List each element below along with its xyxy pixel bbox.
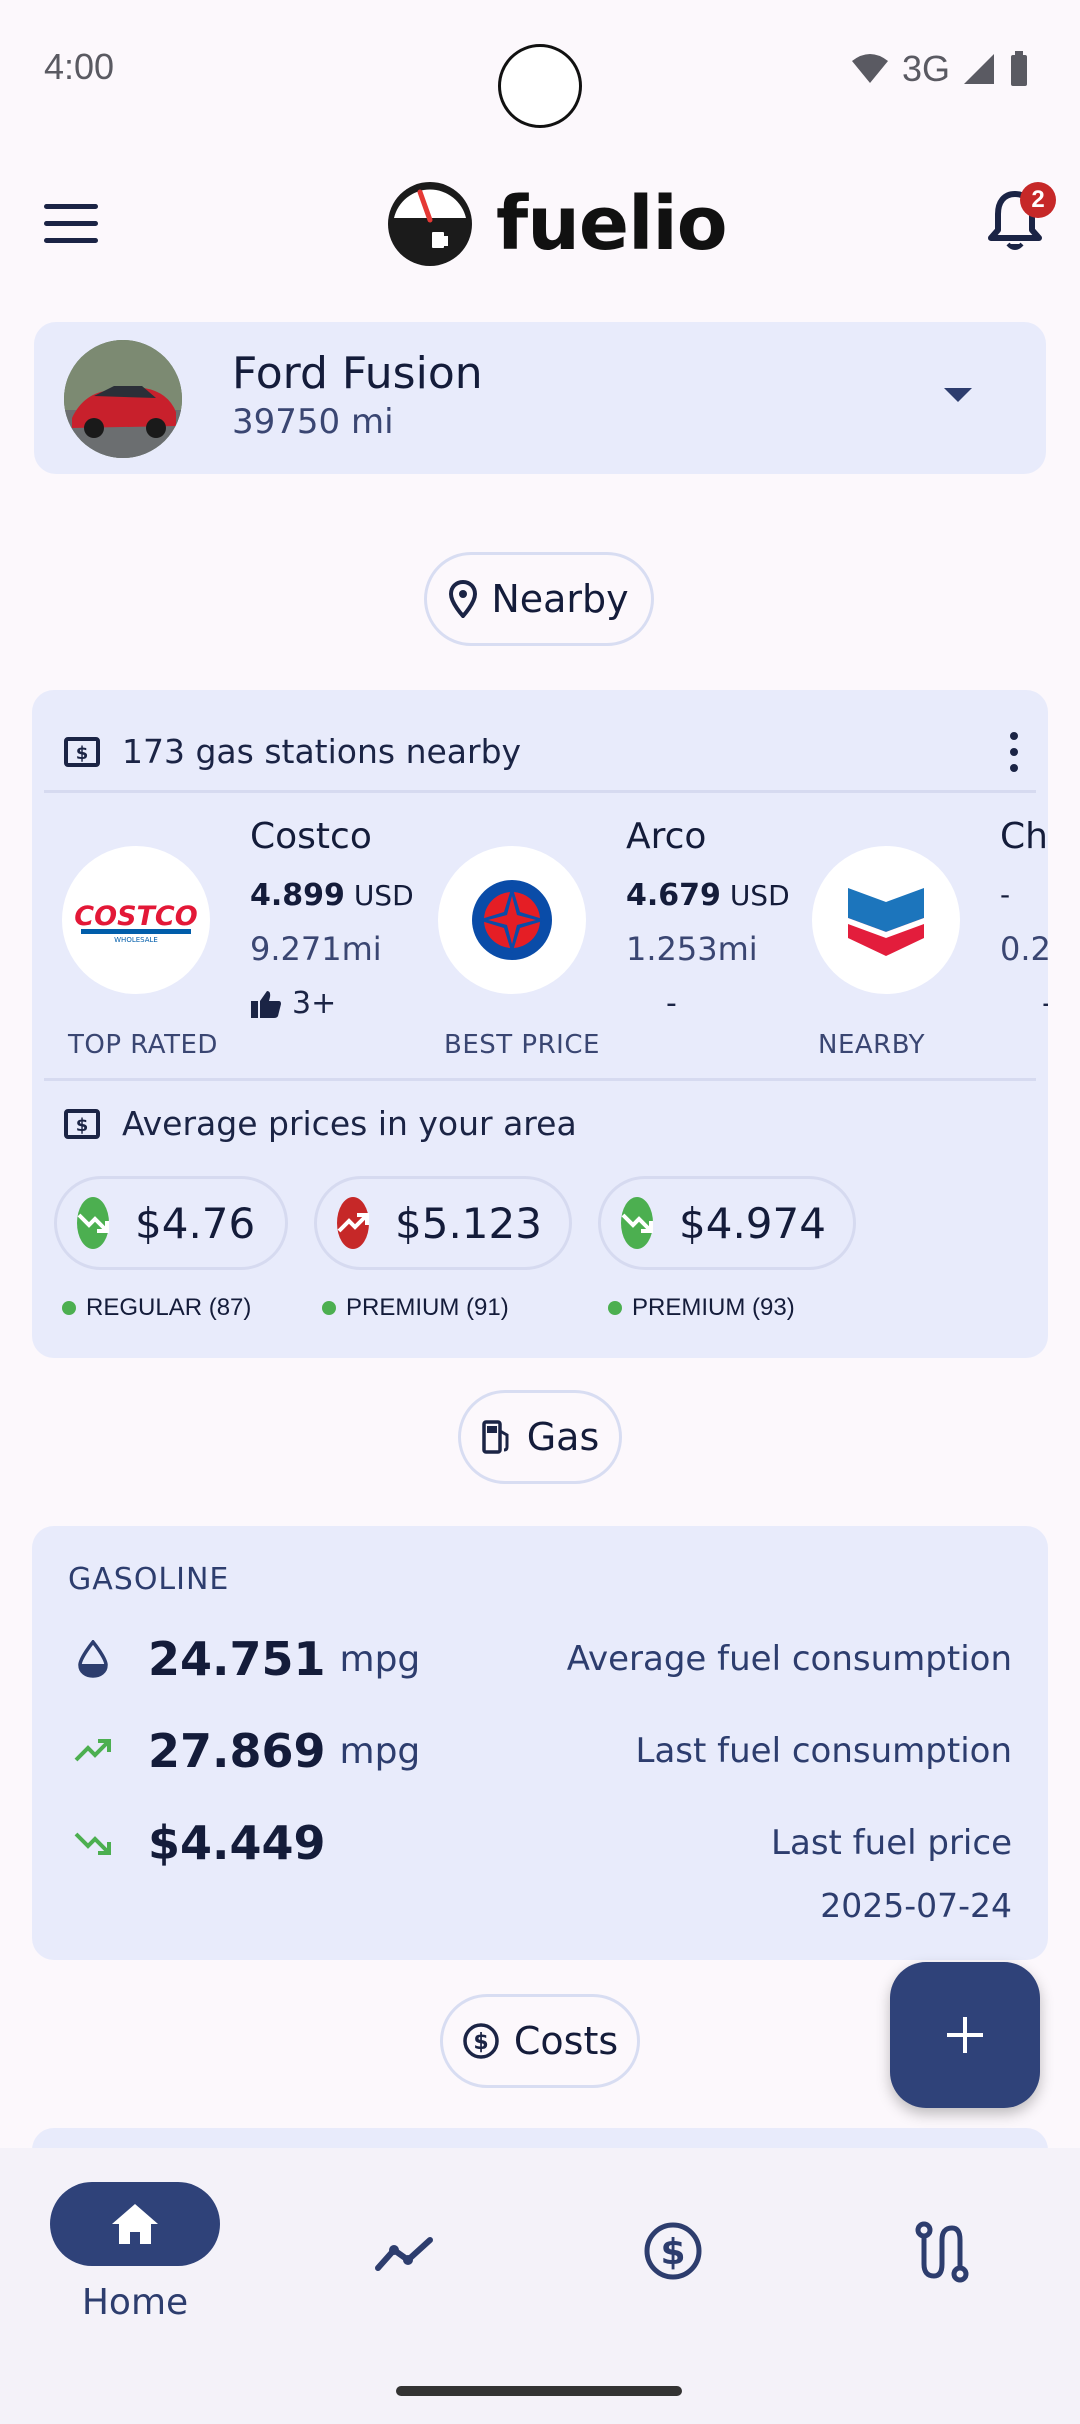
station-name: Arco [626,816,707,857]
svg-text:$: $ [76,743,89,764]
costs-chip-label: Costs [513,2019,619,2063]
route-icon [915,2221,969,2283]
average-price-label: PREMIUM (91) [322,1294,509,1322]
front-camera [498,44,582,128]
station-distance: 9.271mi [250,930,382,968]
vehicle-name: Ford Fusion [232,348,483,399]
bottom-navigation: Home $ [0,2148,1080,2424]
nav-home-indicator [50,2182,220,2266]
average-prices-header: $ Average prices in your area [64,1104,577,1143]
last-price-row: $4.449 Last fuel price [68,1816,1012,1870]
gas-chip-label: Gas [526,1415,600,1459]
nav-home-label: Home [81,2282,189,2323]
money-icon: $ [64,736,100,767]
last-consumption-row: 27.869 mpg Last fuel consumption [68,1724,1012,1778]
trending-up-icon [68,1738,118,1764]
trending-up-icon [337,1197,369,1249]
trending-down-icon [77,1197,109,1249]
station-name: Che [1000,816,1048,857]
divider [44,1078,1036,1081]
svg-text:$: $ [473,2030,488,2055]
stations-count: 173 gas stations nearby [122,732,522,771]
station-price: 4.899 USD [250,878,414,913]
money-icon: $ [64,1108,100,1139]
nav-statistics[interactable] [374,2234,434,2278]
trending-down-icon [621,1197,653,1249]
gesture-bar [396,2386,682,2396]
station-price: - [1000,878,1011,911]
station-votes: - [666,986,677,1021]
average-price-chip[interactable]: $5.123 [314,1176,572,1270]
vehicle-avatar [64,340,182,458]
station-tag: TOP RATED [68,1030,218,1060]
more-options-icon[interactable] [1008,732,1020,772]
gasoline-title: GASOLINE [68,1562,230,1597]
nearby-chip[interactable]: Nearby [424,552,654,646]
last-fill-date: 2025-07-24 [820,1886,1012,1925]
costs-chip[interactable]: $ Costs [440,1994,640,2088]
drop-icon [68,1640,118,1678]
average-price-label: PREMIUM (93) [608,1294,795,1322]
plus-icon [947,2017,983,2053]
station-name: Costco [250,816,372,857]
costco-logo[interactable]: COSTCO WHOLESALE [62,846,210,994]
nearby-stations-card: $ 173 gas stations nearby COSTCO WHOLESA… [32,690,1048,1358]
costco-subtext: WHOLESALE [114,936,158,944]
stations-header: $ 173 gas stations nearby [64,732,521,771]
station-distance: 0.2 [1000,930,1048,968]
average-consumption-row: 24.751 mpg Average fuel consumption [68,1632,1012,1686]
signal-icon [964,54,994,84]
trending-down-icon [68,1830,118,1856]
nav-costs[interactable]: $ [642,2220,704,2286]
status-time: 4:00 [44,46,115,87]
gas-chip[interactable]: Gas [458,1390,622,1484]
app-name: fuelio [496,181,728,267]
notifications-button[interactable]: 2 [986,182,1056,258]
costco-wordmark: COSTCO [74,901,197,932]
add-button[interactable] [890,1962,1040,2108]
vehicle-selector[interactable]: Ford Fusion 39750 mi [34,322,1046,474]
station-votes: 3+ [250,986,336,1021]
arco-logo[interactable] [438,846,586,994]
station-price: 4.679 USD [626,878,790,913]
location-pin-icon [449,580,478,618]
vehicle-odometer: 39750 mi [232,402,394,442]
notification-badge: 2 [1020,182,1056,218]
station-tag: BEST PRICE [444,1030,600,1060]
menu-button[interactable] [44,204,98,244]
svg-text:$: $ [76,1115,89,1136]
station-votes: - [1042,986,1048,1021]
divider [44,790,1036,793]
gasoline-stats-card[interactable]: GASOLINE 24.751 mpg Average fuel consump… [32,1526,1048,1960]
network-label: 3G [901,48,950,89]
dollar-circle-icon: $ [644,2222,702,2280]
status-icons: 3G [850,48,1030,90]
svg-text:$: $ [660,2232,685,2273]
gas-pump-icon [481,1420,509,1454]
nav-trips[interactable] [914,2220,970,2288]
average-price-chip[interactable]: $4.76 [54,1176,288,1270]
nav-home[interactable]: Home [50,2182,220,2323]
fuel-gauge-icon [388,182,472,266]
home-icon [112,2204,158,2244]
average-price-chip[interactable]: $4.974 [598,1176,856,1270]
dropdown-caret-icon[interactable] [944,388,972,402]
station-tag: NEARBY [818,1030,926,1060]
wifi-icon [851,54,888,83]
nearby-chip-label: Nearby [491,577,629,621]
battery-icon [1011,51,1027,86]
thumb-up-icon [251,990,281,1018]
chart-line-icon [375,2237,433,2271]
app-logo: fuelio [386,180,728,268]
station-distance: 1.253mi [626,930,758,968]
average-price-label: REGULAR (87) [62,1294,251,1322]
chevron-logo[interactable] [812,846,960,994]
dollar-circle-icon: $ [463,2023,499,2059]
